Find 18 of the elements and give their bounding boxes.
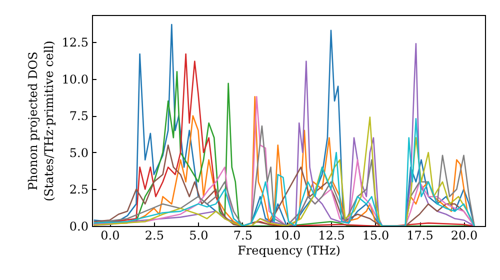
y-tick-label: 7.5 xyxy=(69,109,88,124)
x-tick-label: 2.5 xyxy=(144,228,164,242)
x-tick-label: 10.0 xyxy=(274,228,301,242)
x-tick-label: 20.0 xyxy=(450,228,478,242)
x-tick-label: 17.5 xyxy=(406,228,434,242)
x-tick-label: 5.0 xyxy=(189,228,208,242)
x-axis-title: Frequency (THz) xyxy=(238,244,340,258)
y-tick-label: 5.0 xyxy=(69,146,88,160)
y-tick-label: 0.0 xyxy=(69,220,88,234)
x-tick-label: 0.0 xyxy=(100,228,120,242)
x-tick-label: 7.5 xyxy=(233,228,253,242)
line-series xyxy=(93,96,476,226)
y-tick-label: 2.5 xyxy=(69,182,88,197)
x-tick-label: 12.5 xyxy=(318,228,345,242)
y-axis-title: Phonon projected DOS (States/THz·primitive cell) xyxy=(26,40,56,202)
y-tick-label: 12.5 xyxy=(62,36,88,50)
x-tick-label: 15.0 xyxy=(362,228,390,242)
y-tick-label: 10.0 xyxy=(62,72,88,86)
